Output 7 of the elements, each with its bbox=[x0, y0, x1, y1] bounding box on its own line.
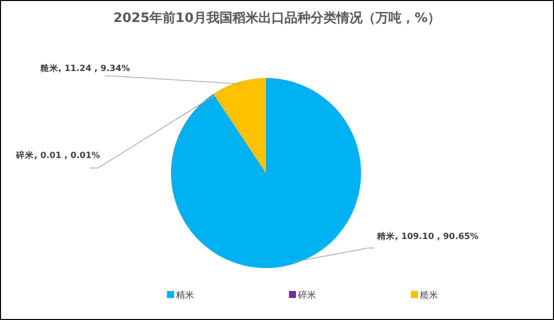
data-label: 精米, 109.10 , 90.65% bbox=[376, 231, 480, 242]
data-label: 碎米, 0.01 , 0.01% bbox=[15, 150, 100, 161]
data-label: 糙米, 11.24 , 9.34% bbox=[39, 63, 130, 74]
legend-label: 糙米 bbox=[420, 290, 438, 301]
legend-label: 精米 bbox=[176, 290, 194, 301]
chart-title: 2025年前10月我国稻米出口品种分类情况（万吨，%） bbox=[113, 10, 441, 26]
legend-label: 碎米 bbox=[297, 290, 316, 301]
